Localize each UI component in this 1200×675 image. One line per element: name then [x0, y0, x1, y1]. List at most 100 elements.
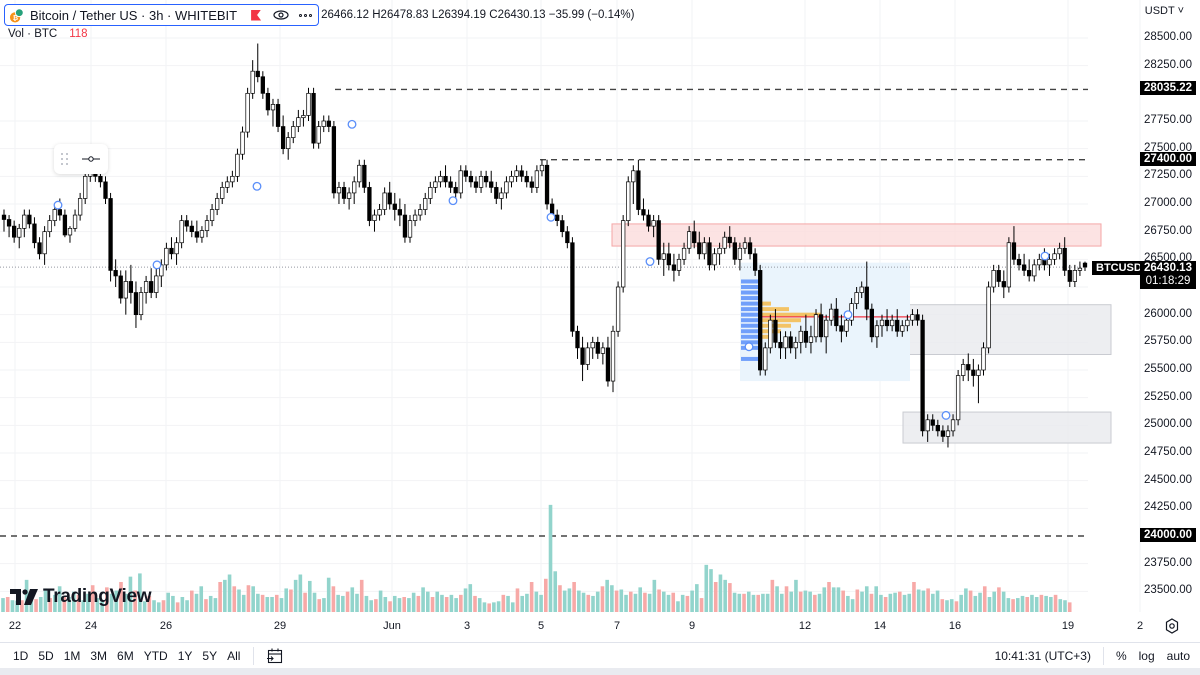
drag-handle-icon[interactable] [54, 144, 108, 174]
candle-down [1067, 270, 1072, 282]
volume-bar [831, 587, 836, 612]
volume-bar [402, 597, 406, 612]
symbol-title: Bitcoin / Tether US · 3h · WHITEBIT [30, 7, 238, 23]
volume-bar [864, 586, 869, 612]
price-chart-canvas[interactable] [0, 0, 1200, 642]
symbol-selector[interactable]: ₿ Bitcoin / Tether US · 3h · WHITEBIT [4, 4, 320, 26]
svg-text:₿: ₿ [13, 14, 19, 22]
volume-bar [208, 595, 213, 612]
eye-icon[interactable] [273, 10, 289, 20]
range-button-6m[interactable]: 6M [117, 648, 134, 663]
volume-bar [53, 594, 57, 612]
last-price: 26430.13 [1144, 262, 1192, 274]
candle-up [407, 220, 413, 238]
auto-scale-toggle[interactable]: auto [1166, 649, 1190, 663]
alert-marker-icon[interactable] [744, 342, 754, 352]
volume-bar [72, 591, 76, 612]
range-button-1m[interactable]: 1M [63, 648, 81, 663]
range-button-5d[interactable]: 5D [38, 648, 54, 663]
volume-bar [709, 569, 713, 612]
volume-bar [817, 593, 822, 612]
candle-up [600, 347, 606, 354]
candle-up [154, 275, 159, 293]
candle-down [529, 181, 534, 188]
resistance-zone[interactable] [611, 223, 1102, 247]
candle-down [778, 341, 783, 349]
price-tick-label: 25500.00 [1144, 363, 1192, 375]
range-button-3m[interactable]: 3M [90, 648, 108, 663]
percent-scale-toggle[interactable]: % [1115, 649, 1127, 663]
candle-down [1011, 242, 1017, 260]
volume-bar [133, 590, 137, 612]
range-button-1y[interactable]: 1Y [177, 648, 193, 663]
volume-bar [251, 586, 255, 612]
settings-gear-icon[interactable] [1164, 618, 1180, 634]
range-button-1d[interactable]: 1D [13, 648, 29, 663]
candle-down [1021, 264, 1027, 271]
price-tick-label: 24750.00 [1144, 446, 1192, 458]
candle-up [291, 126, 296, 138]
volume-bar [293, 579, 298, 612]
volume-bar [482, 602, 487, 612]
time-tick-label: 19 [1061, 620, 1075, 632]
support-zone[interactable] [902, 411, 1112, 444]
candle-up [47, 220, 52, 233]
volume-bar [949, 599, 954, 612]
candle-down [103, 181, 108, 199]
candle-down [575, 330, 580, 349]
candle-down [402, 214, 408, 238]
alert-marker-icon[interactable] [941, 410, 951, 420]
alert-marker-icon[interactable] [347, 119, 357, 129]
candle-down [732, 242, 737, 260]
candle-up [615, 286, 621, 332]
alert-marker-icon[interactable] [448, 196, 458, 206]
candle-up [296, 117, 301, 127]
log-scale-toggle[interactable]: log [1138, 649, 1155, 663]
volume-bar [374, 599, 378, 612]
price-tick-label: 27250.00 [1144, 169, 1192, 182]
candle-up [42, 231, 47, 255]
volume-bar [444, 597, 449, 612]
volume-bar [548, 504, 553, 612]
volume-bar [968, 590, 973, 612]
volume-bar [902, 594, 907, 612]
volume-value: 118 [69, 28, 88, 40]
goto-date-icon[interactable] [266, 647, 284, 665]
range-button-ytd[interactable]: YTD [143, 648, 168, 663]
volume-bar [558, 585, 562, 612]
candle-up [768, 319, 773, 349]
candle-down [595, 341, 600, 354]
clock-timezone[interactable]: 10:41:31 (UTC+3) [994, 649, 1091, 663]
alert-marker-icon[interactable] [645, 257, 655, 266]
line-style-icon [82, 156, 100, 162]
range-button-5y[interactable]: 5Y [202, 648, 218, 663]
flag-icon[interactable] [251, 9, 262, 21]
candle-down [468, 175, 474, 183]
more-icon[interactable] [299, 13, 313, 17]
alert-marker-icon[interactable] [1040, 251, 1050, 261]
alert-marker-icon[interactable] [252, 181, 262, 191]
volume-bar [813, 594, 817, 612]
candle-up [889, 319, 895, 327]
alert-marker-icon[interactable] [546, 212, 556, 222]
volume-bar [1067, 602, 1072, 612]
volume-bar [676, 601, 680, 612]
candle-down [255, 70, 260, 78]
alert-marker-icon[interactable] [53, 200, 63, 210]
price-tick-label: 23500.00 [1144, 584, 1192, 597]
range-button-all[interactable]: All [227, 648, 241, 663]
alert-marker-icon[interactable] [152, 260, 162, 270]
alert-marker-icon[interactable] [843, 310, 853, 320]
volume-bar [765, 593, 770, 612]
volume-bar [1049, 597, 1053, 612]
volume-bar [501, 594, 506, 612]
currency-selector[interactable]: USDT ˅ [1144, 5, 1184, 17]
volume-bar [883, 597, 888, 612]
time-tick-label: 24 [84, 620, 98, 632]
tradingview-logo[interactable]: TradingView [10, 586, 152, 608]
volume-bar [81, 600, 86, 612]
drawing-floating-toolbar[interactable] [54, 144, 108, 174]
time-tick-label: 22 [8, 620, 22, 632]
candle-down [544, 164, 550, 205]
candle-up [925, 419, 930, 432]
